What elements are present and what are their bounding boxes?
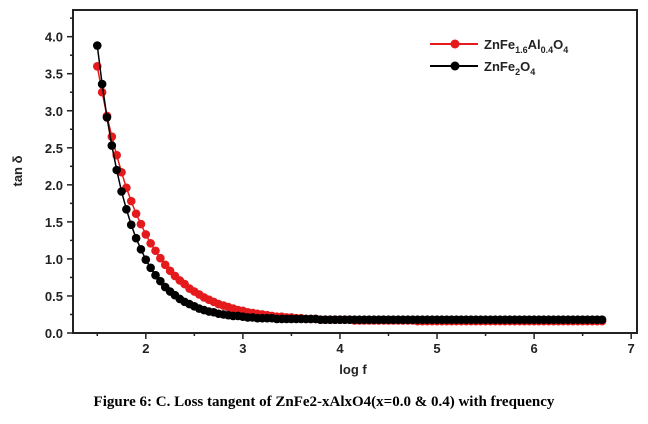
data-point (146, 263, 155, 273)
data-point (131, 209, 141, 219)
y-tick-label: 0.0 (45, 326, 63, 341)
x-tick-label: 7 (628, 341, 635, 356)
y-tick-label: 4.0 (45, 30, 63, 45)
x-axis-label: log f (339, 362, 367, 377)
data-point (156, 253, 165, 263)
y-tick-label: 2.0 (45, 178, 63, 193)
series-2 (92, 41, 607, 324)
data-point (597, 315, 607, 324)
legend-label: ZnFe1.6Al0.4O4 (484, 37, 568, 55)
y-tick-label: 1.5 (45, 215, 63, 230)
figure-caption: Figure 6: C. Loss tangent of ZnFe2-xAlxO… (93, 394, 555, 410)
legend-marker (450, 61, 460, 71)
legend: ZnFe1.6Al0.4O4 ZnFe2O4 (430, 37, 568, 77)
x-tick-label: 5 (433, 341, 440, 356)
data-point (151, 270, 160, 280)
data-point (156, 276, 165, 286)
data-point (92, 41, 102, 50)
y-tick-label: 0.5 (45, 289, 63, 304)
y-tick-label: 1.0 (45, 252, 63, 267)
x-tick-label: 6 (530, 341, 537, 356)
data-point (102, 113, 112, 122)
y-tick-label: 3.0 (45, 104, 63, 119)
series-1 (92, 62, 607, 326)
data-point (112, 165, 121, 175)
legend-marker (450, 39, 460, 49)
data-point (97, 79, 107, 89)
series-line (96, 66, 603, 322)
plot-frame (72, 9, 638, 334)
data-point (160, 260, 170, 270)
data-point (141, 230, 151, 239)
y-tick-label: 3.5 (45, 67, 63, 82)
y-tick-label: 2.5 (45, 141, 63, 156)
data-point (141, 255, 151, 264)
x-tick-label: 3 (239, 341, 246, 356)
data-point (122, 204, 131, 214)
legend-label: ZnFe2O4 (484, 59, 535, 77)
x-tick-label: 2 (142, 341, 149, 356)
data-point (117, 187, 126, 196)
data-point (151, 246, 160, 256)
loss-tangent-chart: 2 3 4 5 6 70.00.51.01.52.02.53.03.54.0 log f … (10, 9, 638, 377)
data-point (136, 219, 146, 229)
data-point (107, 132, 117, 141)
data-point (126, 196, 136, 206)
data-point (136, 244, 146, 254)
x-tick-label: 4 (336, 341, 344, 356)
data-point (146, 239, 155, 248)
data-point (107, 141, 117, 150)
data-point (131, 233, 141, 243)
y-axis-label: tan δ (10, 155, 25, 186)
data-point (126, 220, 136, 230)
